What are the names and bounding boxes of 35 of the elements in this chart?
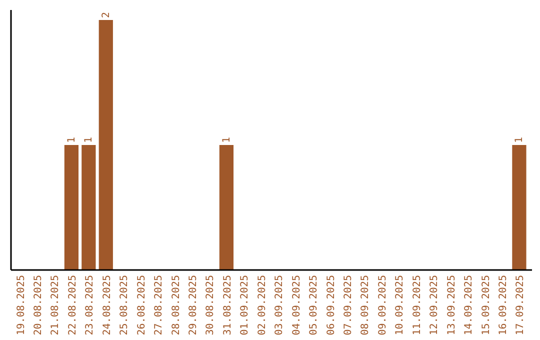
data-label: 1 <box>221 136 232 143</box>
x-tick-label: 07.09.2025 <box>343 275 354 336</box>
x-tick-label: 28.08.2025 <box>170 275 182 336</box>
x-tick-label: 10.09.2025 <box>394 275 406 336</box>
x-tick-label: 14.09.2025 <box>464 275 475 336</box>
x-tick-label: 17.09.2025 <box>515 275 526 336</box>
x-tick-label: 23.08.2025 <box>84 275 96 336</box>
x-tick-label: 11.09.2025 <box>412 275 423 336</box>
x-tick-label: 19.08.2025 <box>16 275 27 336</box>
x-tick-label: 06.09.2025 <box>326 275 337 336</box>
data-label: 1 <box>514 136 526 143</box>
data-label: 1 <box>66 136 78 143</box>
data-label: 2 <box>100 12 112 18</box>
x-tick-label: 22.08.2025 <box>67 275 78 336</box>
x-tick-label: 04.09.2025 <box>291 275 302 336</box>
x-tick-label: 09.09.2025 <box>377 275 388 336</box>
x-tick-label: 05.09.2025 <box>308 275 320 336</box>
x-tick-label: 31.08.2025 <box>222 275 234 336</box>
x-tick-label: 24.08.2025 <box>102 275 113 336</box>
x-tick-label: 01.09.2025 <box>240 275 251 336</box>
x-tick-label: 03.09.2025 <box>274 275 286 336</box>
x-tick-label: 02.09.2025 <box>256 275 268 336</box>
x-tick-label: 27.08.2025 <box>154 275 165 336</box>
x-tick-label: 15.09.2025 <box>480 275 492 336</box>
x-tick-label: 25.08.2025 <box>119 275 130 336</box>
x-tick-label: 16.09.2025 <box>498 275 509 336</box>
x-tick-label: 08.09.2025 <box>360 275 372 336</box>
x-tick-label: 20.08.2025 <box>33 275 44 336</box>
x-tick-label: 30.08.2025 <box>205 275 216 336</box>
x-tick-label: 13.09.2025 <box>446 275 458 336</box>
x-tick-label: 29.08.2025 <box>188 275 199 336</box>
x-tick-label: 21.08.2025 <box>50 275 62 336</box>
data-label: 1 <box>84 136 95 143</box>
x-tick-label: 12.09.2025 <box>429 275 440 336</box>
x-tick-label: 26.08.2025 <box>136 275 148 336</box>
